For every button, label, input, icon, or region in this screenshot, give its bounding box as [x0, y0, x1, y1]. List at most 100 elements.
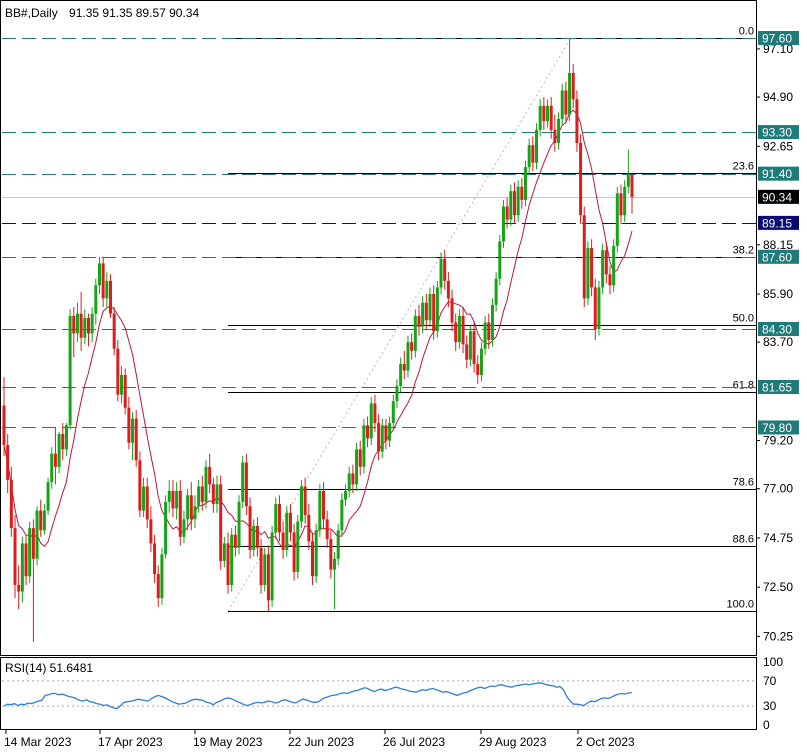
candle-body [28, 528, 32, 577]
price-level-tag-bg [758, 420, 799, 435]
candle [233, 525, 237, 557]
fib-level-label: 78.6 [733, 477, 754, 489]
candle-body [31, 528, 35, 559]
candle [109, 274, 113, 319]
candle [72, 307, 76, 358]
candle [153, 534, 157, 583]
candle [105, 272, 109, 308]
candle [266, 545, 270, 612]
candle [61, 423, 65, 461]
price-level-tag: 97.60 [758, 31, 799, 46]
fib-trendline[interactable] [227, 37, 572, 612]
candle [160, 547, 164, 605]
candle-body [479, 348, 483, 375]
price-level-tag: 90.34 [758, 189, 799, 204]
candle [46, 477, 50, 515]
candle-body [626, 174, 630, 187]
candle [277, 495, 281, 542]
candle-body [281, 532, 285, 550]
rsi-tick-label: 0 [763, 718, 770, 732]
candle [406, 335, 410, 378]
candle [112, 307, 116, 356]
candle-body [472, 331, 476, 365]
candle [186, 488, 190, 531]
candle-body [186, 495, 190, 520]
candle-body [208, 466, 212, 485]
candle-body [601, 250, 605, 288]
candle [164, 495, 168, 559]
candle [329, 530, 333, 579]
candle [189, 482, 193, 531]
candle [86, 313, 90, 347]
candle-body [233, 534, 237, 548]
price-tick-label: 72.50 [763, 580, 793, 594]
candle [575, 90, 579, 152]
candle [274, 497, 278, 540]
candle-body [156, 574, 160, 599]
candle-body [413, 315, 417, 351]
candle [322, 482, 326, 529]
candle [465, 335, 469, 369]
time-tick-label: 2 Oct 2023 [576, 735, 635, 749]
candle-body [435, 287, 439, 332]
candle-body [182, 519, 186, 537]
candle-body [314, 530, 318, 577]
candle-body [24, 543, 28, 577]
candle [299, 479, 303, 529]
price-level-tag-bg [758, 249, 799, 264]
candle [90, 307, 94, 343]
candle-body [171, 490, 175, 509]
candle [20, 536, 24, 603]
candle [248, 497, 252, 559]
candle [560, 83, 564, 126]
candle-body [424, 302, 428, 321]
candle-body [307, 514, 311, 542]
candle-body [72, 315, 76, 334]
candle-body [248, 506, 252, 550]
candle [410, 333, 414, 360]
candle-body [285, 512, 289, 550]
price-tick-label: 77.00 [763, 482, 793, 496]
candle-body [53, 453, 57, 467]
candle [494, 272, 498, 312]
candle [336, 523, 340, 566]
candle [325, 510, 329, 548]
candle-body [523, 167, 527, 200]
candle [399, 357, 403, 393]
candle-body [421, 302, 425, 327]
candle [435, 280, 439, 338]
candle [520, 178, 524, 209]
candle-body [197, 486, 201, 507]
candle [344, 484, 348, 507]
candle [2, 377, 6, 456]
candle [204, 460, 208, 509]
candle-body [582, 215, 586, 299]
candle [490, 298, 494, 347]
candle [310, 532, 314, 585]
candle [388, 416, 392, 448]
candle-body [538, 105, 542, 130]
candle [615, 186, 619, 253]
candle-body [619, 193, 623, 216]
candle [97, 256, 101, 294]
candle [347, 466, 351, 498]
candle-body [380, 425, 384, 452]
candle-body [590, 248, 594, 288]
candle-body [527, 145, 531, 168]
candle-body [509, 191, 513, 220]
candle-body [362, 425, 366, 467]
candle [468, 324, 472, 367]
price-tick-label: 88.15 [763, 238, 793, 252]
time-tick-label: 17 Apr 2023 [98, 735, 163, 749]
candle [131, 412, 135, 461]
candle-body [571, 73, 575, 100]
candle-body [476, 364, 480, 375]
candle-body [410, 342, 414, 351]
candle [237, 495, 241, 555]
candle [380, 418, 384, 459]
candle-body [310, 541, 314, 577]
candle [505, 197, 509, 229]
price-tick-label: 94.90 [763, 90, 793, 104]
candle-body [542, 105, 546, 122]
candle-body [505, 206, 509, 220]
